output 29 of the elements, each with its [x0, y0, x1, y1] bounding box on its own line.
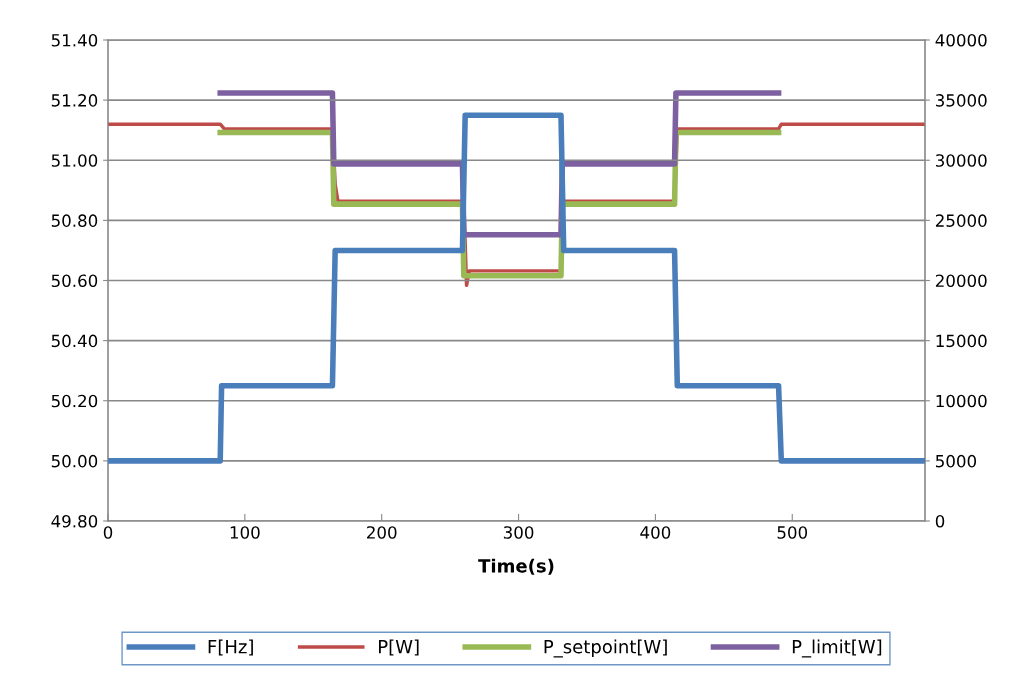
- x-axis-title: Time(s): [478, 558, 554, 575]
- y2-tick-label: 30000: [935, 154, 987, 167]
- y-tick-label: 50.20: [51, 394, 98, 408]
- x-tick-label: 300: [503, 526, 534, 539]
- legend-label: P_limit[W]: [792, 639, 882, 658]
- y2-tick-label: 35000: [935, 94, 987, 107]
- x-tick-label: 100: [230, 526, 260, 539]
- y-tick-label: 51.40: [51, 33, 98, 47]
- y-tick-label: 49.80: [51, 514, 98, 528]
- x-tick-label: 200: [367, 526, 397, 539]
- legend-label: P[W]: [379, 639, 419, 656]
- y2-tick-label: 15000: [936, 334, 987, 348]
- y2-tick-label: 5000: [936, 454, 977, 468]
- y-tick-label: 50.60: [51, 274, 98, 288]
- y2-tick-label: 20000: [935, 274, 987, 288]
- legend-label: F[Hz]: [208, 639, 253, 656]
- y-tick-label: 50.40: [51, 334, 98, 348]
- legend-label: P_setpoint[W]: [544, 639, 667, 658]
- y2-tick-label: 0: [935, 514, 945, 528]
- y-tick-label: 50.00: [51, 454, 98, 468]
- x-tick-label: 0: [103, 526, 113, 539]
- y-tick-label: 51.20: [51, 94, 98, 107]
- y2-tick-label: 40000: [935, 33, 987, 47]
- y-tick-label: 51.00: [51, 154, 98, 167]
- x-tick-label: 400: [640, 526, 671, 539]
- y2-tick-label: 10000: [936, 394, 987, 408]
- y-tick-label: 50.80: [51, 214, 98, 227]
- y2-tick-label: 25000: [935, 214, 987, 227]
- x-tick-label: 500: [777, 526, 808, 539]
